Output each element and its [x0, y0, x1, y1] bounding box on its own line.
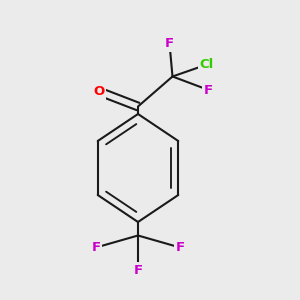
Text: F: F — [165, 37, 174, 50]
Text: O: O — [93, 85, 105, 98]
Text: Cl: Cl — [200, 58, 214, 71]
Text: F: F — [92, 241, 100, 254]
Text: F: F — [204, 83, 213, 97]
Text: F: F — [176, 241, 184, 254]
Text: F: F — [134, 263, 142, 277]
